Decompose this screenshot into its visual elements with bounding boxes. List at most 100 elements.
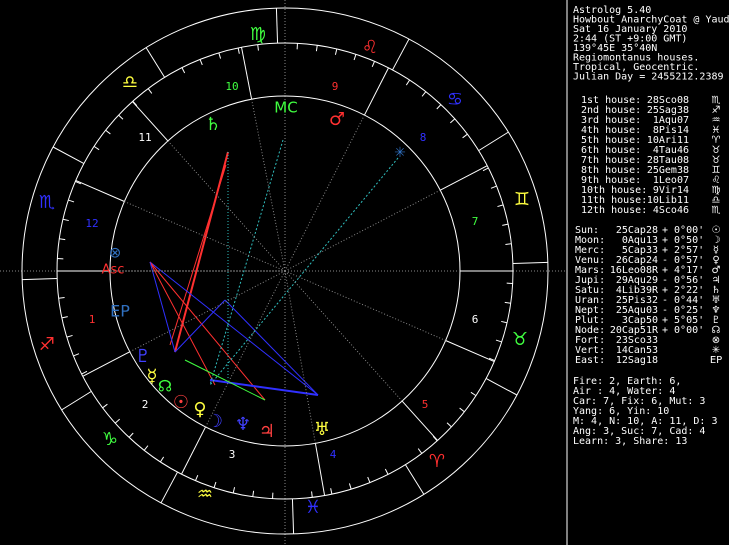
summary-line: Ang: 3, Suc: 7, Cad: 4 <box>573 426 705 437</box>
header-line: Regiomontanus houses. <box>573 53 699 64</box>
planet-position: 3Cap50 <box>622 315 658 326</box>
house-number: 11 <box>138 131 151 144</box>
planet-motion: + 2°22' <box>662 285 704 296</box>
degree-tick <box>504 301 511 304</box>
planet-name: East: <box>575 355 605 366</box>
point-glyph: ✳ <box>394 145 406 161</box>
house-number: 3 <box>229 448 236 461</box>
planet-name: Jupi: <box>575 275 605 286</box>
degree-tick <box>159 456 165 463</box>
planet-motion: + 0°00' <box>662 325 704 336</box>
degree-tick <box>367 476 371 483</box>
cusp-line <box>132 101 169 142</box>
planet-name: Sun: <box>575 225 599 236</box>
sign-glyph: ♉ <box>512 329 528 350</box>
planet-glyph: ♅ <box>712 295 721 306</box>
house-cusp: 10Ari11 <box>647 135 689 146</box>
cusp-line <box>439 165 488 191</box>
house-cusp: 28Tau08 <box>647 155 689 166</box>
aspect-line <box>224 299 319 396</box>
sign-boundary <box>512 261 548 265</box>
aspect-line <box>209 139 284 386</box>
summary-line: Yang: 6, Yin: 10 <box>573 406 669 417</box>
house-glyph: ♊ <box>712 165 721 176</box>
cusp-line <box>284 270 446 341</box>
header-line: Howbout AnarchyCoat @ Yaud <box>573 15 729 26</box>
degree-tick <box>218 52 222 59</box>
house-number: 12 <box>85 217 98 230</box>
degree-tick <box>495 339 502 343</box>
degree-tick <box>194 474 199 481</box>
planet-motion: + 4°17' <box>662 265 704 276</box>
aspect-line <box>149 261 176 353</box>
house-glyph: ♒ <box>712 115 721 126</box>
summary-line: Air : 4, Water: 4 <box>573 386 675 397</box>
point-glyph: ♀ <box>193 399 206 420</box>
degree-tick <box>432 435 438 442</box>
header-line: 2:44 (ST +9:00 GMT) <box>573 34 687 45</box>
degree-tick <box>371 61 376 68</box>
house-glyph: ♉ <box>712 145 721 156</box>
point-glyph: ♄ <box>205 114 221 135</box>
summary-line: M: 4, N: 10, A: 11, D: 3 <box>573 416 718 427</box>
aspect-line <box>174 299 226 353</box>
house-label: 4th house: <box>581 125 641 136</box>
house-glyph: ♍ <box>712 185 721 196</box>
house-cusp: 9Vir14 <box>653 185 689 196</box>
house-glyph: ♈ <box>712 135 721 146</box>
house-label: 8th house: <box>581 165 641 176</box>
point-glyph: ♃ <box>259 421 275 442</box>
point-glyph: ⊗ <box>109 244 122 262</box>
degree-tick <box>118 114 124 120</box>
cusp-line <box>82 351 131 377</box>
house-number: 2 <box>142 398 149 411</box>
degree-tick <box>102 403 108 409</box>
degree-tick <box>61 316 68 319</box>
degree-tick <box>330 488 333 495</box>
sign-boundary <box>52 146 85 164</box>
cusp-line <box>364 67 389 116</box>
degree-tick <box>505 243 512 245</box>
planet-motion: - 0°57' <box>662 255 704 266</box>
aspect-lines <box>149 139 399 401</box>
planet-name: Mars: <box>575 265 605 276</box>
cusp-line <box>251 99 286 272</box>
planet-glyph: ✳ <box>712 345 720 356</box>
cusp-line <box>284 270 316 444</box>
degree-tick <box>59 238 66 241</box>
planet-position: 5Cap33 <box>622 245 658 256</box>
summary-line: Car: 7, Fix: 6, Mut: 3 <box>573 396 705 407</box>
chart-wheel: ♍ ♌ ♋ ♊ ♉ ♈ ♓ ♒ ♑ ♐ ♏ ♎ 10 9 8 7 6 5 4 3 2 1 12 11 MC Asc EP ♄ ♂ ✳ ⊗ ♇☿… <box>0 0 567 545</box>
house-number: 6 <box>472 313 479 326</box>
point-glyph: ♇ <box>135 346 151 367</box>
planet-motion: + 2°57' <box>662 245 704 256</box>
header-line: Sat 16 January 2010 <box>573 24 687 35</box>
degree-tick <box>334 48 338 55</box>
house-glyph: ♉ <box>712 155 721 166</box>
planet-motion: + 0°50' <box>662 235 704 246</box>
point-glyph: ☿ <box>146 366 157 387</box>
degree-tick <box>311 491 313 498</box>
planet-position: 12Sag18 <box>616 355 658 366</box>
cusp-line <box>205 270 286 428</box>
cusp-line <box>284 114 365 272</box>
point-glyph: EP <box>110 302 130 321</box>
degree-tick <box>128 432 134 438</box>
planet-motion: + 5°05' <box>662 315 704 326</box>
planet-motion: - 0°56' <box>662 275 704 286</box>
sign-glyph: ♐ <box>39 334 55 355</box>
summary-line: Learn: 3, Share: 13 <box>573 436 687 447</box>
degree-tick <box>446 422 452 428</box>
sign-boundary <box>22 277 58 281</box>
sign-boundary <box>485 378 518 396</box>
degree-tick <box>436 104 442 110</box>
degree-tick <box>75 180 82 185</box>
planet-position: 26Cap24 <box>616 255 658 266</box>
house-cusp: 10Lib11 <box>647 195 689 206</box>
degree-tick <box>315 45 318 52</box>
house-glyph: ♏ <box>712 205 721 216</box>
degree-tick <box>257 44 259 51</box>
degree-tick <box>482 167 489 172</box>
point-glyph: ♆ <box>235 414 251 435</box>
